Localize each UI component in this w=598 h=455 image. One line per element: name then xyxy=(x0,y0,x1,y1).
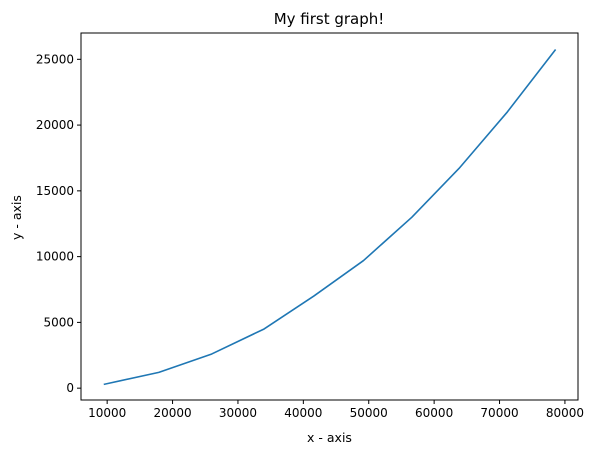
y-tick-label: 5000 xyxy=(43,315,74,329)
x-tick-label: 50000 xyxy=(350,406,388,420)
axes-frame xyxy=(80,32,579,401)
x-tick-label: 60000 xyxy=(415,406,453,420)
x-tick-label: 40000 xyxy=(284,406,322,420)
x-tick-label: 80000 xyxy=(546,406,584,420)
y-tick-label: 15000 xyxy=(36,184,74,198)
y-tick-label: 20000 xyxy=(36,118,74,132)
y-tick-label: 10000 xyxy=(36,250,74,264)
y-tick-label: 25000 xyxy=(36,52,74,66)
x-tick-label: 70000 xyxy=(480,406,518,420)
series-line-1 xyxy=(103,48,557,386)
x-tick-label: 10000 xyxy=(88,406,126,420)
x-axis-label: x - axis xyxy=(307,430,352,445)
x-tick-label: 20000 xyxy=(153,406,191,420)
y-tick-label: 0 xyxy=(66,381,74,395)
chart-title: My first graph! xyxy=(274,10,385,28)
plot-area: 10000 20000 30000 40000 50000 60000 70000 80000… xyxy=(36,32,584,420)
y-axis-label: y - axis xyxy=(9,195,24,240)
x-tick-label: 30000 xyxy=(219,406,257,420)
